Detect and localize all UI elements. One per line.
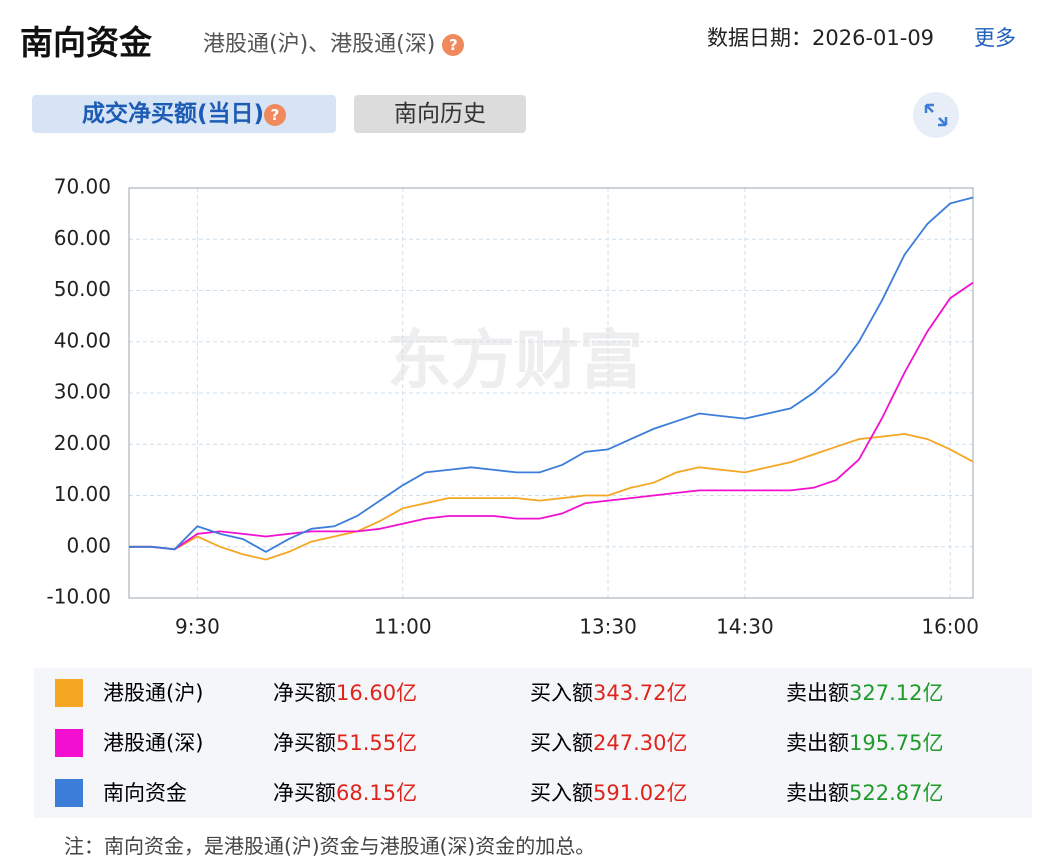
y-tick-label: 0.00 [66,533,111,557]
summary-value: 591.02亿 [593,781,688,805]
summary-label: 卖出额 [786,681,849,705]
line [129,281,974,551]
summary-cell: 净买额16.60亿 [273,668,417,718]
legend-name: 港股通(沪) [103,681,204,705]
date-label: 数据日期：2026-01-09 [707,26,935,50]
y-tick-label: 40.00 [54,328,111,352]
summary-table: 港股通(沪) 净买额16.60亿 买入额343.72亿 卖出额327.12亿 港股通(深… [34,668,1032,818]
legend-name: 港股通(深) [103,731,204,755]
summary-label: 净买额 [273,681,336,705]
more-link[interactable]: 更多 [974,26,1016,50]
summary-label: 净买额 [273,781,336,805]
subtitle: 港股通(沪)、港股通(深) ? [203,26,465,58]
x-tick-label: 9:30 [175,615,220,639]
summary-row: 南向资金 净买额68.15亿 买入额591.02亿 卖出额522.87亿 [34,768,1032,818]
legend-swatch [55,729,83,757]
note: 注：南向资金，是港股通(沪)资金与港股通(深)资金的加总。 [64,834,596,858]
subtitle-text: 港股通(沪)、港股通(深) [203,32,436,57]
summary-cell: 卖出额327.12亿 [786,668,943,718]
summary-label: 净买额 [273,731,336,755]
summary-value: 327.12亿 [849,681,944,705]
watermark: 东方财富 [387,325,643,399]
summary-label: 买入额 [530,681,593,705]
y-tick-label: 50.00 [54,277,111,301]
summary-label: 买入额 [530,781,593,805]
summary-value: 522.87亿 [849,781,944,805]
line [129,433,974,561]
y-tick-label: 20.00 [54,431,111,455]
x-tick-label: 13:30 [579,615,637,639]
summary-cell: 买入额591.02亿 [530,768,687,818]
tab[interactable]: 南向历史 [354,95,526,133]
help-icon[interactable]: ? [442,34,465,56]
summary-value: 51.55亿 [336,731,418,755]
x-tick-label: 11:00 [374,615,432,639]
summary-cell: 净买额68.15亿 [273,768,417,818]
tab-active[interactable]: 成交净买额(当日)? [32,95,336,133]
summary-label: 买入额 [530,731,593,755]
legend-swatch [55,779,83,807]
expand-button[interactable] [912,91,960,139]
summary-value: 343.72亿 [593,681,688,705]
legend-name: 南向资金 [103,781,187,805]
summary-value: 68.15亿 [336,781,418,805]
x-tick-label: 14:30 [716,615,774,639]
plot-frame [128,187,974,599]
summary-cell: 买入额247.30亿 [530,718,687,768]
page-title: 南向资金 [20,23,152,62]
tab-label: 成交净买额(当日) [81,101,265,127]
help-icon[interactable]: ? [264,103,287,126]
y-tick-label: 10.00 [54,482,111,506]
summary-value: 247.30亿 [593,731,688,755]
y-tick-label: 30.00 [54,380,111,404]
summary-cell: 卖出额195.75亿 [786,718,943,768]
x-tick-label: 16:00 [921,615,979,639]
line [129,196,974,553]
summary-cell: 卖出额522.87亿 [786,768,943,818]
y-tick-label: -10.00 [47,585,111,609]
summary-cell: 净买额51.55亿 [273,718,417,768]
chart: 东方财富 -10.00 0.00 10.00 20.00 30.00 40.00 50.00 6… [47,175,979,639]
y-tick-label: 70.00 [54,175,111,199]
y-tick-label: 60.00 [54,226,111,250]
summary-label: 卖出额 [786,731,849,755]
summary-value: 16.60亿 [336,681,418,705]
summary-cell: 买入额343.72亿 [530,668,687,718]
summary-value: 195.75亿 [849,731,944,755]
summary-row: 港股通(深) 净买额51.55亿 买入额247.30亿 卖出额195.75亿 [34,718,1032,768]
summary-label: 卖出额 [786,781,849,805]
legend-swatch [55,679,83,707]
summary-row: 港股通(沪) 净买额16.60亿 买入额343.72亿 卖出额327.12亿 [34,668,1032,718]
